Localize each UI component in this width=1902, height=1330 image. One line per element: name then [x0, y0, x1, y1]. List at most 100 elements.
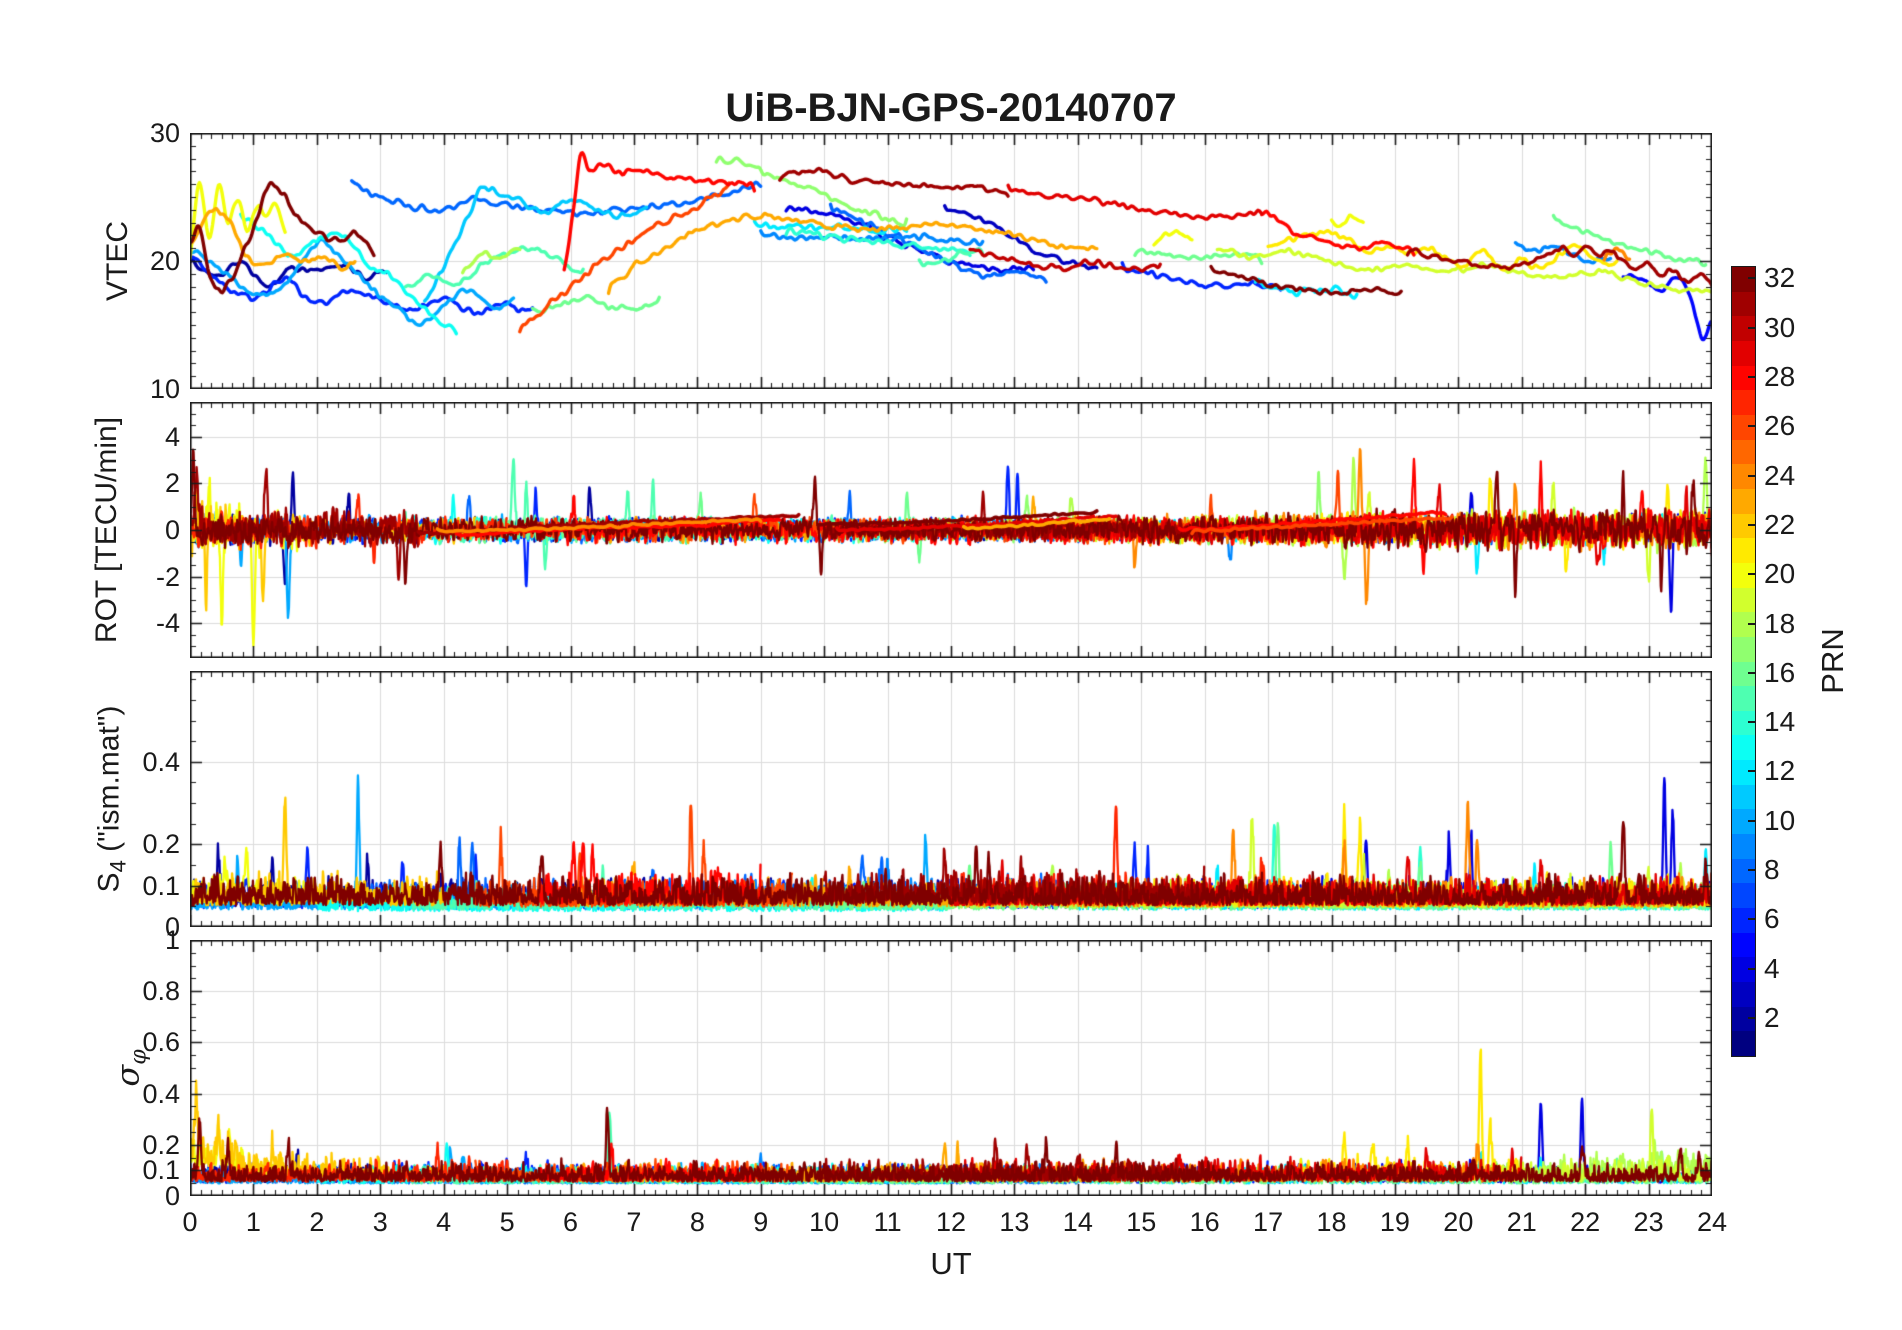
x-tick-label: 21: [1506, 1207, 1537, 1237]
y-tick-label: 0.8: [142, 976, 180, 1007]
colorbar-segment-prn-13: [1732, 735, 1755, 761]
colorbar-segment-prn-29: [1732, 340, 1755, 366]
y-tick-label: 0.6: [142, 1027, 180, 1058]
colorbar-tick: [1748, 573, 1756, 576]
x-tick-label: 22: [1570, 1207, 1601, 1237]
y-tick-label: 0: [164, 515, 180, 545]
colorbar-segment-prn-32: [1732, 267, 1755, 292]
x-tick-label: 20: [1443, 1207, 1474, 1237]
x-tick-label: 16: [1189, 1207, 1220, 1237]
chart-title: UiB-BJN-GPS-20140707: [725, 86, 1177, 130]
colorbar-tick: [1748, 277, 1756, 280]
y-tick-label: 20: [149, 246, 180, 276]
colorbar-tick: [1748, 425, 1756, 428]
x-tick-label: 8: [689, 1207, 705, 1237]
colorbar-segment-prn-18: [1732, 612, 1755, 637]
x-tick-label: 14: [1062, 1207, 1093, 1237]
colorbar-segment-prn-6: [1732, 908, 1755, 933]
colorbar-segment-prn-16: [1732, 661, 1755, 687]
colorbar-tick-label: 28: [1764, 360, 1796, 392]
colorbar-tick: [1748, 770, 1756, 773]
colorbar-tick: [1748, 474, 1756, 477]
x-tick-label: 2: [309, 1207, 325, 1237]
colorbar-tick-label: 18: [1764, 607, 1796, 639]
colorbar-segment-prn-11: [1732, 784, 1755, 810]
colorbar-tick-label: 16: [1764, 656, 1796, 688]
colorbar-tick: [1748, 523, 1756, 526]
y-tick-label: 1: [164, 925, 180, 955]
y-tick-label: 0.1: [142, 1155, 180, 1186]
colorbar-segment-prn-17: [1732, 636, 1755, 662]
colorbar-tick-label: 10: [1764, 804, 1796, 836]
x-tick-label: 23: [1633, 1207, 1664, 1237]
colorbar-tick-label: 2: [1764, 1002, 1780, 1034]
colorbar-tick-label: 22: [1764, 508, 1796, 540]
x-tick-label: 6: [562, 1207, 579, 1237]
colorbar-segment-prn-31: [1732, 291, 1755, 317]
colorbar-segment-prn-21: [1732, 538, 1755, 563]
colorbar-tick-label: 20: [1764, 558, 1796, 590]
y-tick-label: -2: [155, 561, 180, 592]
colorbar-tick-label: 32: [1764, 262, 1796, 294]
y-tick-label: 30: [149, 118, 180, 148]
x-tick-label: 7: [626, 1207, 642, 1237]
y-axis-label-s4: S4 ("ism.mat"): [93, 706, 132, 893]
colorbar-tick: [1748, 819, 1756, 822]
colorbar-segment-prn-23: [1732, 488, 1755, 514]
x-tick-label: 18: [1316, 1207, 1347, 1237]
colorbar-tick: [1748, 622, 1756, 625]
colorbar-segment-prn-14: [1732, 710, 1755, 736]
colorbar-tick-label: 12: [1764, 755, 1796, 787]
colorbar-tick: [1748, 721, 1756, 724]
y-tick-label: 0.1: [142, 870, 180, 901]
x-tick-label: 17: [1253, 1207, 1284, 1237]
x-tick-label: 5: [499, 1207, 515, 1237]
colorbar-segment-prn-15: [1732, 686, 1755, 711]
colorbar-segment-prn-5: [1732, 932, 1755, 958]
colorbar-segment-prn-26: [1732, 414, 1755, 440]
vtec-panel-canvas: [190, 133, 1712, 389]
colorbar-tick: [1748, 671, 1756, 674]
colorbar-tick-label: 8: [1764, 854, 1780, 886]
x-tick-label: 0: [182, 1207, 198, 1237]
colorbar-segment-prn-27: [1732, 390, 1755, 415]
y-tick-label: 0: [164, 1181, 180, 1211]
y-tick-label: 0.4: [142, 746, 180, 777]
colorbar-tick: [1748, 375, 1756, 378]
sigma-phi-panel-canvas: [190, 940, 1712, 1196]
colorbar-segment-prn-20: [1732, 562, 1755, 588]
y-tick-label: -4: [155, 608, 180, 639]
colorbar-tick-label: 14: [1764, 706, 1796, 738]
colorbar-tick-label: 30: [1764, 311, 1796, 343]
colorbar-segment-prn-8: [1732, 858, 1755, 884]
x-tick-label: 4: [436, 1207, 452, 1237]
y-tick-label: 0: [164, 912, 180, 942]
colorbar-segment-prn-22: [1732, 513, 1755, 539]
y-tick-label: 0.2: [142, 829, 180, 860]
s4-panel-canvas: [190, 671, 1712, 927]
colorbar-tick: [1748, 1017, 1756, 1020]
colorbar-segment-prn-4: [1732, 957, 1755, 983]
y-tick-label: 0.4: [142, 1078, 180, 1109]
colorbar: [1731, 266, 1756, 1057]
x-tick-label: 13: [999, 1207, 1030, 1237]
colorbar-segment-prn-12: [1732, 760, 1755, 785]
x-tick-label: 11: [873, 1207, 902, 1237]
x-axis-label: UT: [930, 1246, 972, 1281]
x-tick-label: 15: [1126, 1207, 1157, 1237]
colorbar-segment-prn-7: [1732, 883, 1755, 909]
colorbar-segment-prn-28: [1732, 365, 1755, 391]
colorbar-tick-label: 26: [1764, 410, 1796, 442]
x-tick-label: 3: [372, 1207, 388, 1237]
y-tick-label: 10: [149, 374, 180, 404]
colorbar-segment-prn-9: [1732, 834, 1755, 859]
colorbar-tick-label: 6: [1764, 903, 1780, 935]
colorbar-tick: [1748, 918, 1756, 921]
x-tick-label: 1: [245, 1207, 261, 1237]
colorbar-segment-prn-30: [1732, 316, 1755, 341]
x-tick-label: 12: [935, 1207, 967, 1237]
rot-panel-canvas: [190, 402, 1712, 658]
colorbar-segment-prn-25: [1732, 439, 1755, 465]
x-tick-label: 19: [1379, 1207, 1410, 1237]
